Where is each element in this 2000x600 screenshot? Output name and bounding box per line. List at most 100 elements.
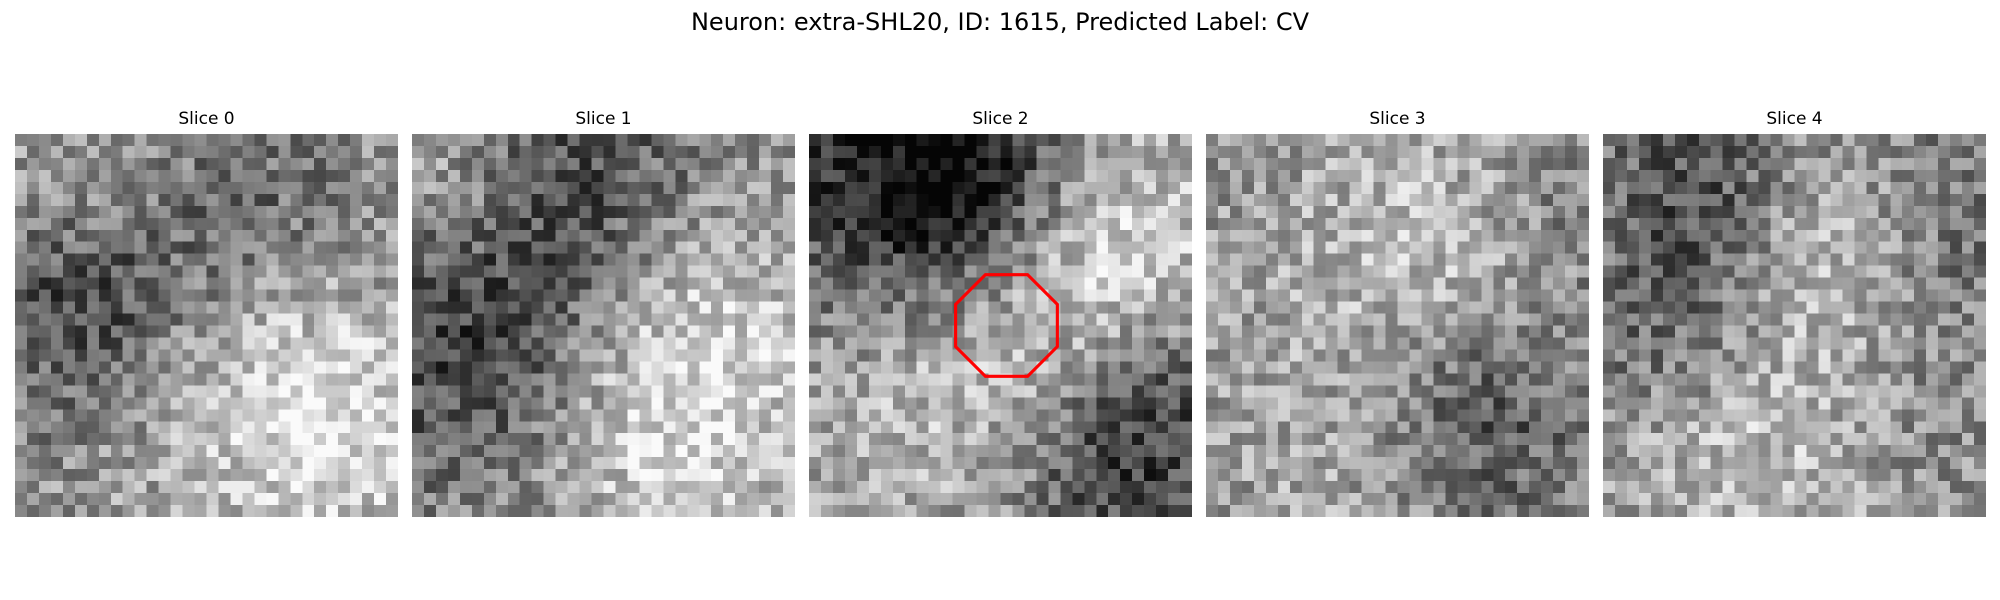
pixel [123, 409, 135, 421]
pixel [989, 134, 1001, 146]
pixel [290, 266, 302, 278]
pixel [1386, 397, 1398, 409]
pixel [386, 146, 398, 158]
pixel [1314, 146, 1326, 158]
pixel [1529, 230, 1541, 242]
pixel [338, 230, 350, 242]
pixel [723, 421, 735, 433]
pixel [1541, 182, 1553, 194]
pixel [27, 158, 39, 170]
pixel [1433, 457, 1445, 469]
pixel [1374, 206, 1386, 218]
pixel [639, 373, 651, 385]
pixel [1735, 314, 1747, 326]
pixel [87, 421, 99, 433]
pixel [1398, 254, 1410, 266]
pixel [1433, 146, 1445, 158]
pixel [111, 397, 123, 409]
pixel [412, 433, 424, 445]
pixel [448, 361, 460, 373]
pixel [1060, 469, 1072, 481]
pixel [857, 445, 869, 457]
pixel [1120, 314, 1132, 326]
pixel [472, 290, 484, 302]
pixel [1156, 481, 1168, 493]
pixel [1156, 445, 1168, 457]
pixel [1302, 134, 1314, 146]
pixel [869, 314, 881, 326]
pixel [1469, 278, 1481, 290]
pixel [1433, 493, 1445, 505]
pixel [869, 493, 881, 505]
pixel [1505, 242, 1517, 254]
pixel [1914, 385, 1926, 397]
pixel [1024, 481, 1036, 493]
pixel [207, 337, 219, 349]
pixel [171, 194, 183, 206]
pixel [1687, 170, 1699, 182]
pixel [1938, 230, 1950, 242]
pixel [338, 326, 350, 338]
pixel [424, 469, 436, 481]
pixel [1603, 242, 1615, 254]
pixel [1168, 385, 1180, 397]
pixel [338, 314, 350, 326]
pixel [965, 326, 977, 338]
pixel [1012, 349, 1024, 361]
pixel [941, 433, 953, 445]
pixel [615, 337, 627, 349]
pixel [314, 146, 326, 158]
pixel [27, 493, 39, 505]
pixel [627, 254, 639, 266]
pixel [941, 158, 953, 170]
pixel [929, 302, 941, 314]
pixel [977, 409, 989, 421]
pixel [592, 266, 604, 278]
pixel [254, 278, 266, 290]
pixel [953, 361, 965, 373]
pixel [1517, 266, 1529, 278]
pixel [1120, 409, 1132, 421]
pixel [412, 505, 424, 517]
pixel [1565, 445, 1577, 457]
pixel [1866, 361, 1878, 373]
pixel [87, 266, 99, 278]
pixel [15, 206, 27, 218]
pixel [699, 254, 711, 266]
pixel [1036, 242, 1048, 254]
figure-title: Neuron: extra-SHL20, ID: 1615, Predicted… [0, 6, 2000, 38]
pixel [1938, 254, 1950, 266]
pixel [460, 481, 472, 493]
pixel [1603, 290, 1615, 302]
pixel [1001, 481, 1013, 493]
pixel [771, 266, 783, 278]
pixel [1723, 433, 1735, 445]
pixel [1108, 481, 1120, 493]
pixel [1806, 290, 1818, 302]
pixel [1818, 278, 1830, 290]
pixel [1206, 182, 1218, 194]
pixel [508, 326, 520, 338]
pixel [869, 445, 881, 457]
pixel [905, 290, 917, 302]
pixel [1687, 230, 1699, 242]
slice-panel-4: Slice 4 [1603, 108, 1986, 130]
pixel [905, 493, 917, 505]
pixel [1278, 361, 1290, 373]
pixel [230, 349, 242, 361]
pixel [448, 218, 460, 230]
pixel [1084, 158, 1096, 170]
pixel [809, 230, 821, 242]
pixel [639, 469, 651, 481]
pixel [783, 314, 795, 326]
pixel [1230, 457, 1242, 469]
pixel [723, 433, 735, 445]
pixel [759, 445, 771, 457]
pixel [1469, 481, 1481, 493]
pixel [1854, 314, 1866, 326]
pixel [857, 373, 869, 385]
pixel [51, 469, 63, 481]
pixel [1024, 170, 1036, 182]
pixel [1529, 290, 1541, 302]
pixel [1036, 385, 1048, 397]
